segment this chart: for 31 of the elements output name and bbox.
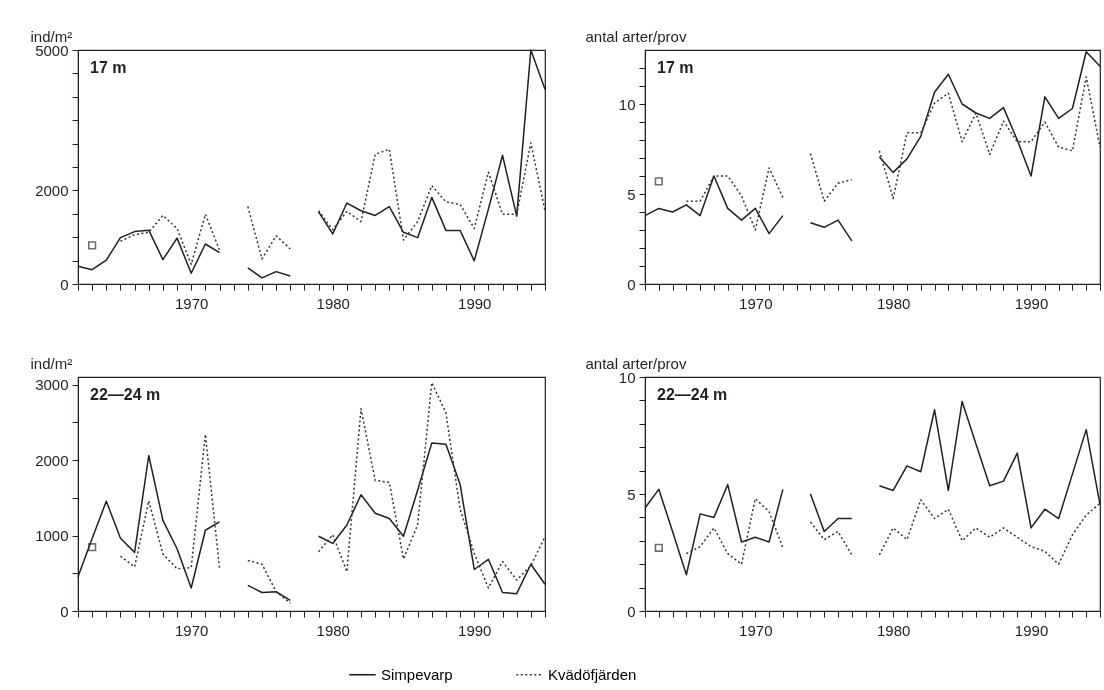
y-tick-label: 0: [627, 275, 636, 293]
x-tick-label: 1990: [458, 294, 492, 312]
legend-label: Kvädöfjärden: [548, 665, 637, 683]
x-tick-label: 1980: [876, 294, 911, 312]
y-tick-label: 2000: [35, 451, 69, 469]
y-tick-label: 0: [60, 602, 69, 620]
y-tick-label: 3000: [35, 376, 69, 394]
y-tick-label: 2000: [35, 181, 69, 199]
x-tick-label: 1980: [316, 621, 350, 639]
text: 17 m: [90, 59, 127, 76]
text: 17 m: [657, 59, 694, 76]
x-tick-label: 1970: [739, 294, 773, 312]
y-tick-label: 1000: [35, 527, 69, 545]
x-tick-label: 1970: [739, 621, 773, 639]
x-tick-label: 1990: [1014, 294, 1049, 312]
x-tick-label: 1980: [876, 621, 911, 639]
y-tick-label: 10: [618, 95, 636, 113]
y-tick-label: 0: [627, 602, 636, 620]
y-axis-title: antal arter/prov: [585, 27, 687, 45]
y-axis-title: ind/m²: [30, 354, 73, 372]
legend-label: Simpevarp: [381, 665, 453, 683]
x-tick-label: 1970: [175, 294, 209, 312]
x-tick-label: 1990: [1014, 621, 1049, 639]
x-tick-label: 1970: [175, 621, 209, 639]
x-tick-label: 1980: [316, 294, 350, 312]
y-tick-label: 5: [627, 485, 636, 503]
x-tick-label: 1990: [458, 621, 492, 639]
text: 22—24 m: [657, 386, 728, 403]
y-tick-label: 0: [60, 275, 69, 293]
y-tick-label: 5: [627, 185, 636, 203]
text: 22—24 m: [90, 386, 161, 403]
